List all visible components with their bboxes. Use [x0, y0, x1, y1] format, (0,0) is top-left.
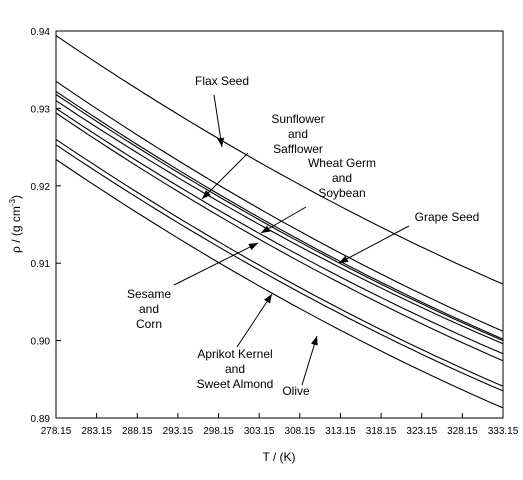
- y-tick-label: 0.89: [31, 414, 51, 425]
- series-line-5: [55, 100, 504, 345]
- series-line-6: [55, 107, 504, 355]
- y-axis-label-close: ): [9, 195, 23, 199]
- annotation-label: Sesame and Corn: [127, 287, 171, 331]
- annotation-arrow-shaft: [201, 152, 249, 200]
- x-tick-label: 313.15: [325, 426, 356, 437]
- annotation-arrowhead: [217, 137, 225, 147]
- x-tick-label: 298.15: [203, 426, 234, 437]
- annotation-arrowhead: [339, 255, 349, 263]
- x-tick-label: 318.15: [366, 426, 397, 437]
- series-line-9: [55, 144, 504, 392]
- plot-frame: [55, 30, 504, 419]
- series-line-10: [55, 159, 504, 409]
- annotation-arrowhead: [248, 243, 258, 251]
- series-line-8: [55, 138, 504, 387]
- x-tick-label: 308.15: [285, 426, 316, 437]
- annotation-label: Flax Seed: [195, 74, 249, 88]
- series-line-1: [55, 35, 504, 285]
- annotation-label: Grape Seed: [415, 210, 480, 224]
- annotation-label: Aprikot Kernel and Sweet Almond: [197, 347, 274, 391]
- data-curves: [55, 35, 504, 409]
- x-tick-label: 293.15: [163, 426, 194, 437]
- y-axis-label: ρ / (g cm-3): [8, 195, 23, 253]
- x-tick-label: 333.15: [488, 426, 519, 437]
- annotation-arrowhead: [311, 336, 318, 346]
- y-axis-label-main: ρ / (g cm: [9, 206, 23, 253]
- y-tick-label: 0.93: [31, 104, 51, 115]
- annotation-arrowhead: [264, 294, 272, 304]
- x-tick-label: 328.15: [447, 426, 478, 437]
- annotation-label: Sunflower and Safflower: [271, 112, 324, 156]
- x-tick-label: 288.15: [122, 426, 153, 437]
- axis-ticks: 278.15 283.15 288.15 293.15 298.15 303.15 308.…: [31, 27, 519, 437]
- annotation-arrow-shaft: [338, 225, 410, 264]
- annotation-arrow-shaft: [173, 242, 259, 286]
- annotation-arrowhead: [261, 225, 271, 233]
- series-line-3: [55, 90, 504, 340]
- annotation-arrow-shaft: [236, 293, 273, 348]
- x-tick-label: 278.15: [41, 426, 72, 437]
- y-tick-label: 0.94: [31, 27, 51, 38]
- series-line-7: [55, 112, 504, 362]
- annotation-label: Olive: [282, 384, 310, 398]
- y-tick-label: 0.92: [31, 182, 51, 193]
- x-tick-label: 303.15: [244, 426, 275, 437]
- x-axis-label: T / (K): [262, 450, 295, 464]
- y-tick-label: 0.90: [31, 337, 51, 348]
- annotation-arrows: [173, 94, 410, 386]
- series-line-4: [55, 94, 504, 342]
- y-tick-label: 0.91: [31, 259, 51, 270]
- x-tick-label: 283.15: [81, 426, 112, 437]
- annotation-label: Wheat Germ and Soybean: [308, 156, 376, 200]
- annotation-arrowhead: [202, 190, 211, 199]
- x-tick-label: 323.15: [406, 426, 437, 437]
- y-axis-label-sup: -3: [8, 198, 17, 206]
- series-line-2: [55, 80, 504, 332]
